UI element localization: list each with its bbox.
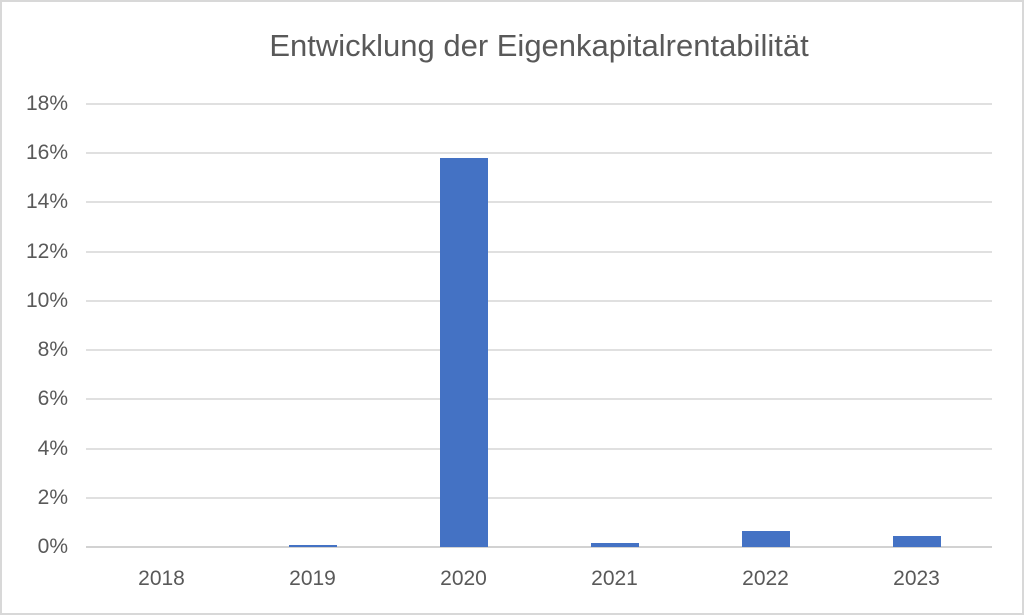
y-tick-label: 0%: [37, 535, 68, 558]
y-tick-label: 6%: [37, 387, 68, 411]
x-category-label-2020: 2020: [440, 567, 487, 590]
gridline: [86, 103, 992, 105]
y-tick-label: 12%: [25, 239, 68, 263]
bar-2021: [591, 543, 639, 547]
chart-title: Entwicklung der Eigenkapitalrentabilität: [269, 28, 809, 63]
y-tick-label: 18%: [25, 92, 68, 115]
gridline: [86, 299, 992, 302]
x-category-label-2018: 2018: [138, 567, 185, 590]
y-tick-label: 16%: [25, 141, 68, 165]
bar-2023: [893, 536, 941, 547]
bar-2020: [440, 158, 488, 547]
x-category-label-2021: 2021: [591, 567, 638, 590]
y-tick-label: 14%: [25, 190, 68, 214]
plot-area: [86, 103, 992, 548]
y-tick-label: 4%: [37, 436, 68, 460]
y-tick-label: 8%: [37, 338, 68, 362]
x-category-label-2023: 2023: [893, 567, 940, 590]
gridline: [86, 201, 992, 204]
x-axis-line: [86, 546, 992, 548]
bar-2019: [289, 545, 337, 547]
x-category-label-2022: 2022: [742, 567, 789, 590]
y-tick-label: 2%: [37, 485, 68, 509]
bar-2022: [742, 531, 790, 547]
gridline: [86, 398, 992, 401]
gridline: [86, 349, 992, 352]
gridline: [86, 152, 992, 155]
x-category-label-2019: 2019: [289, 567, 336, 590]
y-tick-label: 10%: [25, 288, 68, 312]
gridline: [86, 250, 992, 253]
gridline: [86, 447, 992, 450]
gridline: [86, 496, 992, 499]
